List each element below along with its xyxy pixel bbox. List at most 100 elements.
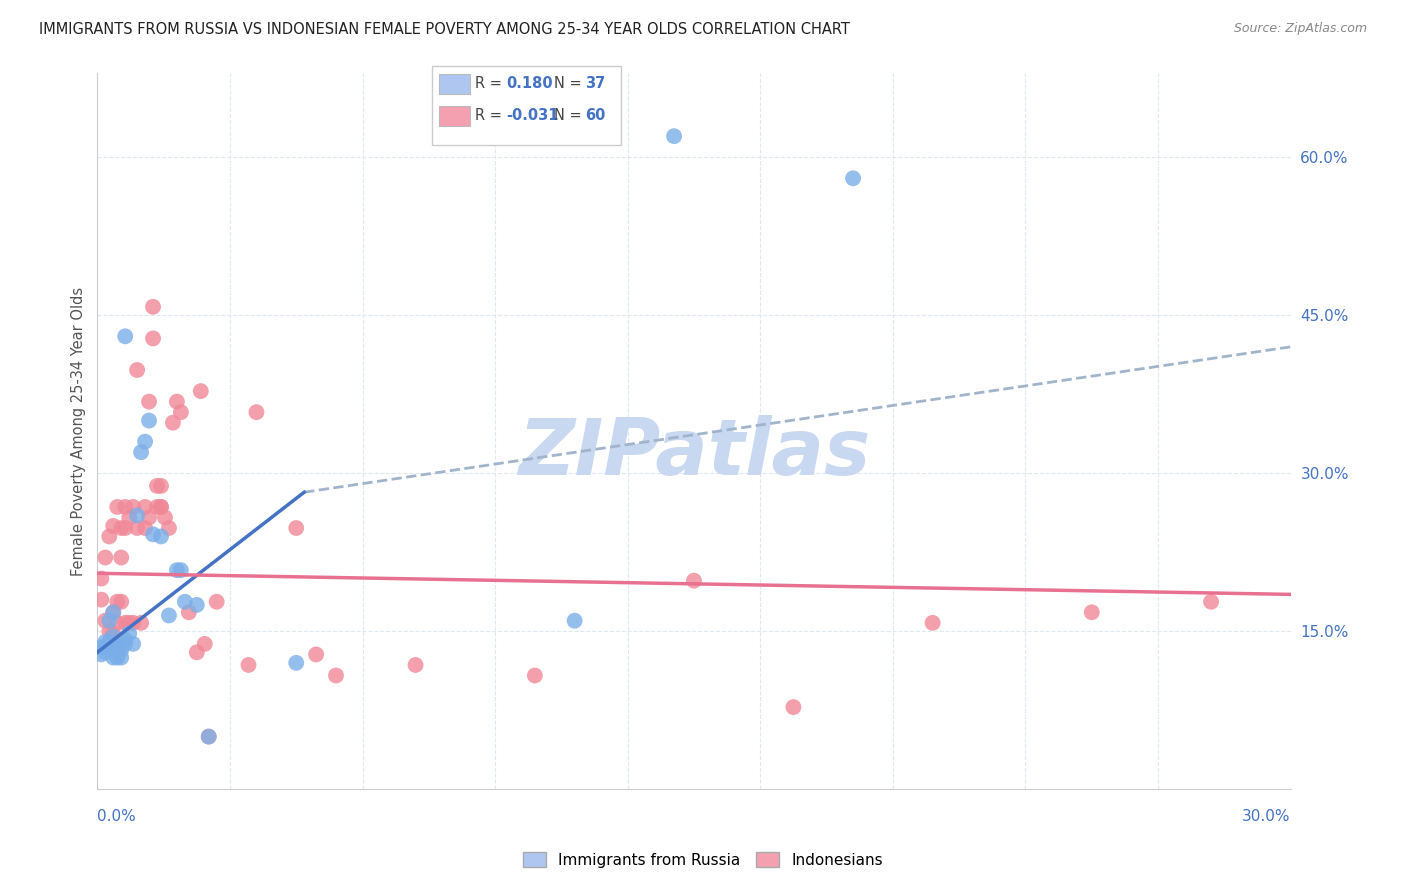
Point [110, 650, 132, 665]
Point [127, 521, 149, 535]
Point [285, 656, 308, 670]
Point [205, 595, 228, 609]
Text: R =: R = [475, 77, 506, 91]
Text: -0.031: -0.031 [506, 109, 558, 123]
Text: IMMIGRANTS FROM RUSSIA VS INDONESIAN FEMALE POVERTY AMONG 25-34 YEAR OLDS CORREL: IMMIGRANTS FROM RUSSIA VS INDONESIAN FEM… [39, 22, 851, 37]
Point [110, 595, 132, 609]
Point [98, 614, 121, 628]
Point [118, 626, 141, 640]
Point [105, 643, 128, 657]
Point [98, 634, 121, 648]
Point [118, 615, 141, 630]
Point [103, 519, 125, 533]
Point [150, 479, 173, 493]
Point [186, 598, 208, 612]
Point [127, 363, 149, 377]
Point [305, 648, 328, 662]
Point [177, 605, 200, 619]
Point [285, 521, 308, 535]
Point [105, 500, 128, 514]
Point [190, 384, 212, 398]
Point [94, 640, 117, 654]
Point [138, 394, 160, 409]
Point [94, 550, 117, 565]
Text: N =: N = [554, 77, 586, 91]
Point [105, 637, 128, 651]
Point [110, 521, 132, 535]
Text: 0.180: 0.180 [506, 77, 553, 91]
Point [1199, 595, 1222, 609]
Point [134, 500, 156, 514]
Point [150, 529, 173, 543]
Point [127, 508, 149, 523]
Point [122, 615, 145, 630]
Point [564, 614, 586, 628]
Point [114, 500, 136, 514]
Point [114, 615, 136, 630]
Point [162, 416, 184, 430]
Point [105, 615, 128, 630]
Point [105, 650, 128, 665]
Point [134, 521, 156, 535]
Point [146, 479, 169, 493]
Point [157, 521, 180, 535]
Point [94, 634, 117, 648]
Point [325, 668, 347, 682]
Point [105, 634, 128, 648]
Point [173, 595, 195, 609]
Point [138, 414, 160, 428]
Point [129, 615, 152, 630]
Point [103, 605, 125, 619]
Text: N =: N = [554, 109, 586, 123]
Point [1080, 605, 1102, 619]
Point [122, 500, 145, 514]
Point [142, 300, 165, 314]
Text: 37: 37 [585, 77, 605, 91]
Point [662, 129, 685, 144]
Point [150, 500, 173, 514]
Point [90, 648, 112, 662]
Point [683, 574, 706, 588]
Point [118, 510, 141, 524]
Point [405, 657, 427, 672]
Point [166, 563, 188, 577]
Point [523, 668, 546, 682]
Text: 0.0%: 0.0% [97, 809, 136, 824]
Point [146, 500, 169, 514]
Point [94, 645, 117, 659]
Point [103, 630, 125, 644]
Point [90, 592, 112, 607]
Point [194, 637, 217, 651]
Point [134, 434, 156, 449]
Text: 30.0%: 30.0% [1241, 809, 1291, 824]
Point [114, 637, 136, 651]
Point [186, 645, 208, 659]
Text: ZIPatlas: ZIPatlas [517, 415, 870, 491]
Point [170, 405, 193, 419]
Text: Source: ZipAtlas.com: Source: ZipAtlas.com [1233, 22, 1367, 36]
Point [842, 171, 865, 186]
Point [166, 394, 188, 409]
Point [103, 605, 125, 619]
Point [103, 650, 125, 665]
Text: 60: 60 [585, 109, 605, 123]
Point [114, 632, 136, 647]
Point [197, 730, 219, 744]
Point [90, 640, 112, 654]
Point [157, 608, 180, 623]
Point [110, 550, 132, 565]
Point [114, 521, 136, 535]
Point [90, 572, 112, 586]
Point [238, 657, 260, 672]
Legend: Immigrants from Russia, Indonesians: Immigrants from Russia, Indonesians [517, 846, 889, 873]
Point [142, 331, 165, 345]
Y-axis label: Female Poverty Among 25-34 Year Olds: Female Poverty Among 25-34 Year Olds [72, 286, 86, 575]
Text: R =: R = [475, 109, 506, 123]
Point [170, 563, 193, 577]
Point [197, 730, 219, 744]
Point [782, 700, 804, 714]
Point [129, 445, 152, 459]
Point [921, 615, 943, 630]
Point [142, 527, 165, 541]
Point [105, 595, 128, 609]
